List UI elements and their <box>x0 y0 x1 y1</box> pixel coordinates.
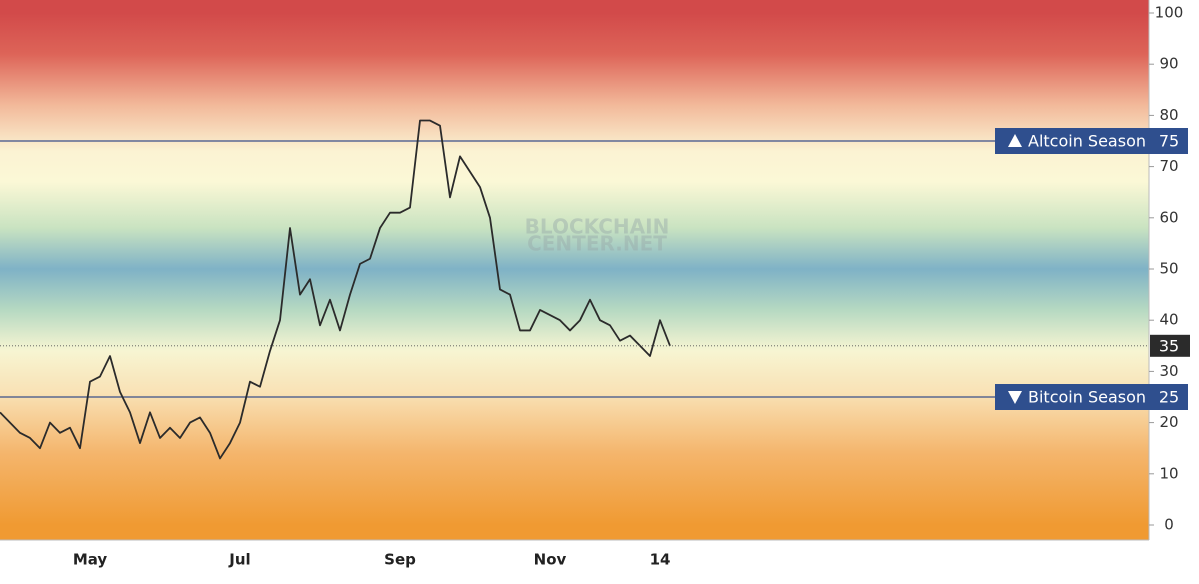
y-tick-label: 100 <box>1155 4 1184 22</box>
y-tick-label: 20 <box>1159 413 1178 431</box>
watermark: CENTER.NET <box>527 232 667 256</box>
reference-value: 25 <box>1159 388 1179 407</box>
y-tick-label: 40 <box>1159 311 1178 329</box>
x-tick-label: Sep <box>384 551 416 569</box>
x-tick-label: May <box>73 551 108 569</box>
x-tick-label: Jul <box>228 551 250 569</box>
reference-arrow <box>1008 134 1022 147</box>
y-tick-label: 10 <box>1159 464 1178 482</box>
last-value-badge <box>1150 334 1190 357</box>
last-value-label: 35 <box>1159 336 1179 355</box>
x-tick-label: 14 <box>650 551 671 569</box>
reference-value: 75 <box>1159 132 1179 151</box>
series-line <box>0 119 671 460</box>
background <box>0 0 1149 540</box>
y-tick-label: 50 <box>1159 260 1178 278</box>
reference-label: Bitcoin Season <box>1028 388 1146 407</box>
y-tick-label: 60 <box>1159 208 1178 226</box>
y-tick-label: 70 <box>1159 157 1178 175</box>
reference-badge <box>995 128 1188 154</box>
reference-arrow <box>1008 391 1022 404</box>
y-tick-label: 0 <box>1164 516 1174 534</box>
watermark: BLOCKCHAIN <box>525 215 670 239</box>
x-tick-label: Nov <box>534 551 567 569</box>
y-tick-label: 90 <box>1159 55 1178 73</box>
y-tick-label: 30 <box>1159 362 1178 380</box>
reference-label: Altcoin Season <box>1028 132 1146 151</box>
reference-badge <box>995 384 1188 410</box>
y-tick-label: 80 <box>1159 106 1178 124</box>
